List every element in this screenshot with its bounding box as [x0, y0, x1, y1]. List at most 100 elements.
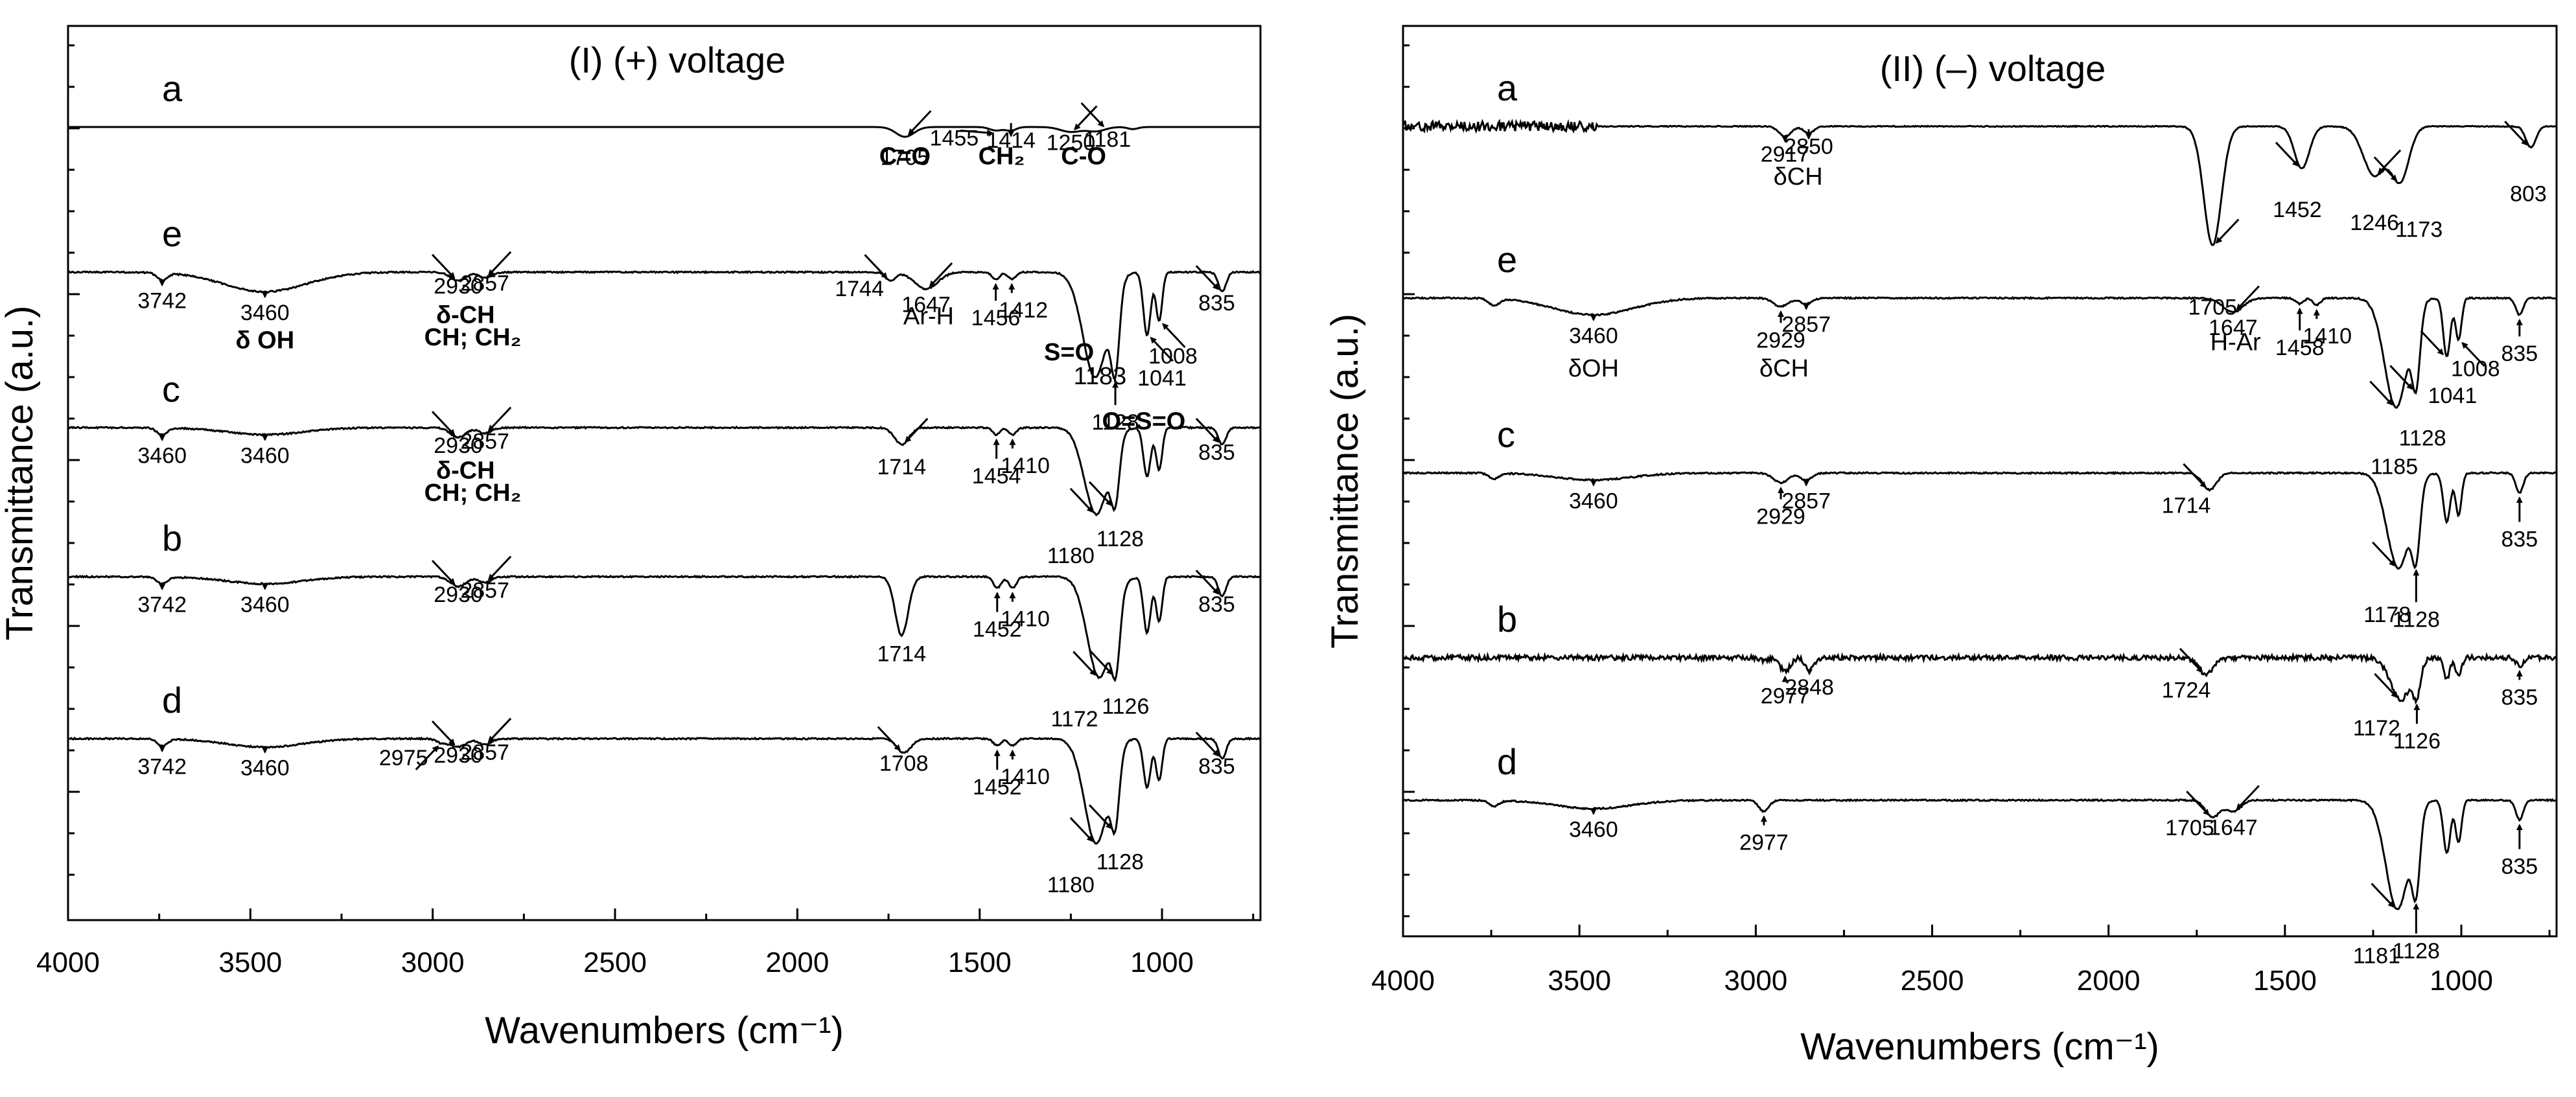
- peak-label: 3460: [1569, 489, 1618, 513]
- peak-arrow: [2179, 647, 2203, 673]
- peak-label: 1647: [2209, 316, 2258, 340]
- peak-label: 835: [2501, 341, 2538, 366]
- series-label: e: [162, 213, 182, 254]
- peak-arrow: [1162, 323, 1186, 349]
- peak-label: 1128: [2393, 939, 2440, 964]
- spectrum-line: [1402, 651, 2558, 705]
- peak-label: 2929: [1756, 328, 1805, 352]
- chart-title: (I) (+) voltage: [569, 40, 786, 80]
- peak-arrow: [2420, 330, 2444, 356]
- peak-arrow: [908, 110, 932, 135]
- band-annotation: 1183: [1074, 363, 1127, 390]
- x-tick-label: 1000: [1130, 947, 1194, 978]
- series-label: c: [1497, 414, 1515, 455]
- peak-arrow: [960, 129, 994, 136]
- peak-label: 1724: [2162, 678, 2211, 703]
- peak-arrow: [1088, 481, 1113, 507]
- spectrum-line: [68, 126, 1260, 138]
- peak-label: 1128: [1097, 527, 1144, 551]
- band-annotation: δ-CH: [436, 301, 495, 329]
- peak-label: 2850: [1784, 134, 1833, 159]
- peak-arrow: [1150, 336, 1174, 362]
- peak-label: 1410: [1001, 454, 1050, 478]
- peak-label: 1180: [1047, 544, 1095, 568]
- peak-label: 1456: [971, 306, 1021, 330]
- peak-arrow: [1080, 102, 1105, 128]
- x-axis-label: Wavenumbers (cm⁻¹): [485, 1010, 844, 1052]
- peak-arrow: [2186, 791, 2210, 816]
- peak-label: 1128: [2399, 426, 2446, 450]
- peak-label: 2917: [1761, 143, 1810, 167]
- peak-label: 1714: [877, 455, 926, 479]
- peak-label: 1041: [2428, 384, 2477, 408]
- peak-arrow: [431, 720, 456, 746]
- spectrum-line: [1402, 119, 2557, 246]
- peak-label: 835: [2501, 854, 2538, 879]
- series-label: e: [1497, 239, 1517, 280]
- peak-label: 1185: [2371, 454, 2418, 479]
- peak-arrow: [864, 254, 888, 279]
- x-tick-label: 1500: [2253, 965, 2317, 997]
- x-tick-label: 2000: [765, 947, 829, 978]
- peak-label: 1246: [2350, 211, 2399, 235]
- peak-label: 2857: [460, 429, 509, 454]
- peak-arrow: [2275, 141, 2299, 167]
- peak-arrow: [487, 717, 512, 743]
- peak-arrow: [1195, 417, 1220, 443]
- peak-label: 1041: [1137, 366, 1187, 391]
- peak-arrow: [1069, 487, 1094, 513]
- band-annotation: δ-CH: [436, 457, 495, 484]
- peak-label: 1128: [1091, 410, 1139, 435]
- peak-label: 1647: [901, 293, 951, 318]
- peak-label: 1410: [1001, 765, 1050, 789]
- peak-label: 1744: [835, 277, 884, 301]
- peak-label: 1647: [2209, 815, 2258, 840]
- peak-label: 2857: [460, 271, 509, 295]
- peak-label: 835: [2501, 527, 2538, 551]
- band-annotation: C-O: [1061, 143, 1106, 170]
- peak-label: 3460: [1569, 323, 1618, 348]
- peak-label: 1172: [2353, 716, 2400, 741]
- peak-arrow: [2369, 380, 2393, 406]
- peak-label: 2857: [460, 740, 509, 765]
- peak-label: 835: [1198, 754, 1235, 779]
- peak-arrow: [2183, 463, 2207, 489]
- peak-label: 1128: [1097, 850, 1144, 875]
- peak-label: 2848: [1785, 675, 1834, 700]
- peak-label: 1126: [1102, 694, 1149, 719]
- peak-arrow: [431, 253, 456, 279]
- band-annotation: δ OH: [236, 327, 295, 354]
- series-label: d: [162, 680, 182, 721]
- peak-label: 2930: [434, 274, 483, 299]
- peak-label: 2975: [379, 746, 428, 770]
- x-tick-label: 3000: [1724, 965, 1787, 997]
- peak-label: 835: [2501, 685, 2538, 710]
- y-axis-label: Transmittance (a.u.): [1324, 314, 1366, 649]
- spectrum-line: [67, 425, 1261, 517]
- peak-label: 1008: [2451, 357, 2500, 382]
- chart-title: (II) (–) voltage: [1880, 48, 2106, 89]
- peak-label: 3742: [137, 289, 187, 314]
- peak-label: 1705: [881, 146, 930, 170]
- peak-label: 1714: [877, 641, 926, 666]
- peak-label: 1452: [973, 618, 1022, 642]
- peak-arrow: [1195, 732, 1220, 757]
- x-tick-label: 2500: [1901, 965, 1964, 997]
- band-annotation: CH; CH₂: [424, 324, 522, 351]
- peak-label: 2977: [1739, 831, 1789, 855]
- peak-label: 3460: [240, 756, 290, 781]
- peak-arrow: [2461, 341, 2485, 367]
- peak-arrow: [904, 417, 929, 443]
- peak-label: 1181: [1084, 128, 1131, 152]
- peak-label: 1705: [2165, 816, 2214, 840]
- peak-label: 1178: [2363, 603, 2411, 627]
- series-label: a: [1497, 67, 1518, 108]
- x-tick-label: 3000: [401, 947, 465, 978]
- peak-arrow: [2371, 883, 2395, 908]
